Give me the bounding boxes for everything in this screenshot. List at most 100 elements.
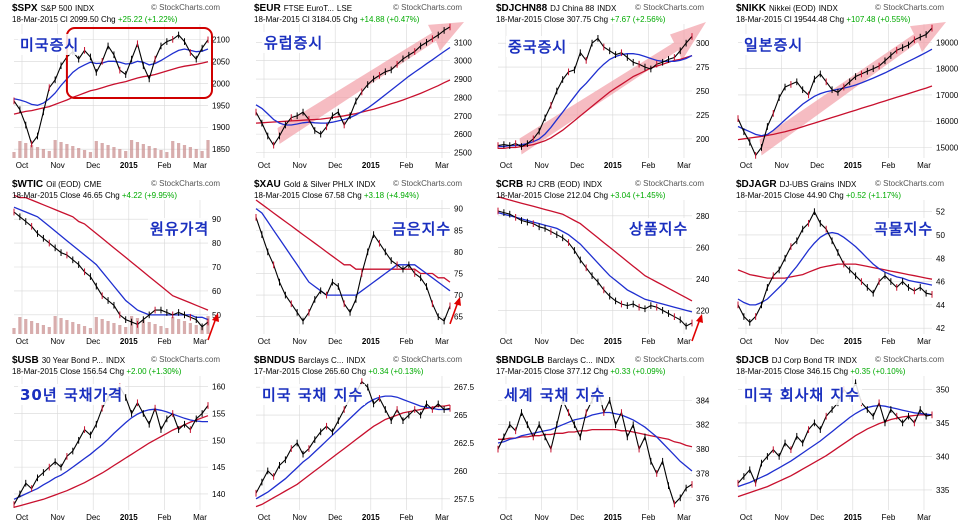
stockcharts-watermark: © StockCharts.com xyxy=(151,355,221,364)
close-label: Close xyxy=(541,367,567,376)
close-label: Close xyxy=(541,15,567,24)
change-label: Chg xyxy=(98,15,118,24)
change-label: Chg xyxy=(349,367,369,376)
index-name: DJ-UBS Grains xyxy=(779,180,835,189)
chart-panel-eur: 2500 2600 2700 2800 2900 3000 3100 Oct Nov Dec 201… xyxy=(250,2,483,172)
y-tick-label: 18000 xyxy=(936,65,959,74)
x-tick-label: Feb xyxy=(400,337,414,346)
y-tick-label: 65 xyxy=(454,313,463,322)
y-tick-label: 240 xyxy=(696,275,710,284)
stockcharts-watermark: © StockCharts.com xyxy=(635,3,705,12)
x-tick-label: Mar xyxy=(435,513,449,522)
y-tick-label: 384 xyxy=(696,396,710,405)
red-arrow-head xyxy=(696,313,703,323)
quote-line: 17-Mar-2015 Close 265.60 Chg +0.34 (+0.1… xyxy=(254,367,423,376)
volume-bar xyxy=(53,140,57,158)
volume-bar xyxy=(106,145,110,158)
x-tick-label: Mar xyxy=(435,161,449,170)
x-tick-label: Feb xyxy=(400,513,414,522)
quote-date: 18-Mar-2015 xyxy=(12,191,58,200)
x-tick-label: Mar xyxy=(917,161,931,170)
quote-date: 18-Mar-2015 xyxy=(254,15,300,24)
y-tick-label: 265 xyxy=(454,411,468,420)
volume-bar xyxy=(59,318,63,334)
index-name: Oil (EOD) xyxy=(46,180,81,189)
change-label: Chg xyxy=(102,191,122,200)
volume-bar xyxy=(106,321,110,334)
volume-bar xyxy=(65,144,69,158)
price-chart: 335 340 345 350 Oct Nov Dec 2015 Feb Mar xyxy=(737,376,950,522)
index-name: RJ CRB (EOD) xyxy=(526,180,581,189)
exchange-label: LSE xyxy=(336,4,353,13)
price-line xyxy=(497,210,693,327)
korean-annotation: 미국 국채 지수 xyxy=(260,384,366,405)
stockcharts-watermark: © StockCharts.com xyxy=(875,3,945,12)
x-tick-label: 2015 xyxy=(604,513,622,522)
x-tick-label: 2015 xyxy=(120,161,138,170)
x-tick-label: 2015 xyxy=(362,337,380,346)
chart-panel-djchn88: 200 225 250 275 300 Oct Nov Dec 2015 Feb Mar $DJCHN… xyxy=(492,2,725,172)
x-tick-label: Nov xyxy=(292,161,306,170)
price-chart: 376 378 380 382 384 Oct Nov Dec 2015 Feb Mar xyxy=(497,376,710,522)
quote-line: 18-Mar-2015 Cl 19544.48 Chg +107.48 (+0.… xyxy=(736,15,910,24)
volume-bar xyxy=(165,152,169,158)
quote-date: 18-Mar-2015 xyxy=(12,367,58,376)
quote-line: 17-Mar-2015 Close 377.12 Chg +0.33 (+0.0… xyxy=(496,367,665,376)
y-tick-label: 16000 xyxy=(936,117,959,126)
volume-bar xyxy=(182,145,187,158)
x-tick-label: Dec xyxy=(570,337,584,346)
volume-bar xyxy=(35,323,40,334)
index-name: FTSE EuroT... xyxy=(283,4,334,13)
quote-line: 18-Mar-2015 Close 46.65 Chg +4.22 (+9.95… xyxy=(12,191,177,200)
x-tick-label: Nov xyxy=(774,337,788,346)
quote-date: 18-Mar-2015 xyxy=(496,191,542,200)
change-value: +4.22 (+9.95%) xyxy=(121,191,178,200)
change-label: Chg xyxy=(831,367,851,376)
x-tick-label: Nov xyxy=(292,513,306,522)
volume-bar xyxy=(59,142,63,158)
moving-average-50 xyxy=(13,408,208,500)
x-tick-label: Nov xyxy=(50,513,64,522)
moving-average-200 xyxy=(498,428,693,448)
x-tick-label: Dec xyxy=(86,161,100,170)
chart-header: $DJAGR DJ-UBS Grains INDX xyxy=(736,179,856,190)
y-tick-label: 200 xyxy=(696,135,710,144)
x-tick-label: Feb xyxy=(158,337,172,346)
korean-annotation: 금은지수 xyxy=(390,218,454,239)
y-tick-label: 220 xyxy=(696,306,710,315)
y-tick-label: 140 xyxy=(212,490,226,499)
close-value: 212.04 xyxy=(566,191,592,200)
chart-panel-usb: 140 145 150 155 160 Oct Nov Dec 2015 Feb Mar $USB 30… xyxy=(8,354,241,524)
quote-date: 18-Mar-2015 xyxy=(12,15,58,24)
volume-bar xyxy=(159,150,163,158)
quote-line: 18-Mar-2015 Close 67.58 Chg +3.18 (+4.94… xyxy=(254,191,419,200)
y-tick-label: 85 xyxy=(454,226,463,235)
x-tick-label: 2015 xyxy=(844,161,862,170)
stockcharts-watermark: © StockCharts.com xyxy=(151,179,221,188)
x-tick-label: Dec xyxy=(86,337,100,346)
volume-bar xyxy=(18,141,22,158)
moving-average-50 xyxy=(737,231,933,306)
volume-bar xyxy=(12,152,16,158)
x-tick-label: Nov xyxy=(774,161,788,170)
chart-header: $SPX S&P 500 INDX xyxy=(12,3,94,14)
quote-date: 17-Mar-2015 xyxy=(496,367,542,376)
korean-annotation: 중국증시 xyxy=(506,36,570,57)
stockcharts-watermark: © StockCharts.com xyxy=(393,179,463,188)
y-tick-label: 250 xyxy=(696,87,710,96)
y-tick-label: 2050 xyxy=(212,57,230,66)
ticker-symbol: $NIKK xyxy=(736,3,767,14)
y-tick-label: 70 xyxy=(454,291,463,300)
close-value: 2099.50 xyxy=(69,15,99,24)
y-tick-label: 160 xyxy=(212,383,226,392)
moving-average-50 xyxy=(255,208,451,296)
change-label: Chg xyxy=(826,191,846,200)
ticker-symbol: $XAU xyxy=(254,179,281,190)
change-value: +107.48 (+0.55%) xyxy=(846,15,911,24)
moving-average-50 xyxy=(13,48,209,106)
exchange-label: INDX xyxy=(818,4,838,13)
korean-annotation: 일본증시 xyxy=(742,34,806,55)
change-label: Chg xyxy=(344,191,364,200)
close-label: Close xyxy=(299,191,325,200)
